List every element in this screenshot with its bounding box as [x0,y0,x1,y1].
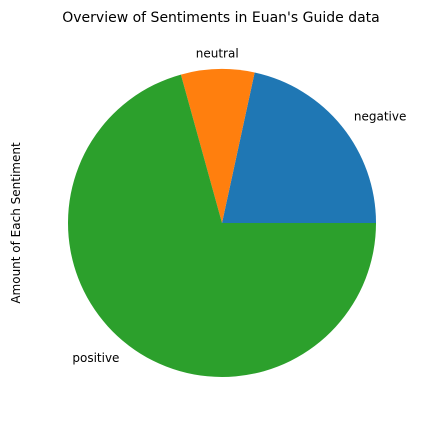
pie-slice-negative [222,72,376,224]
slice-label-positive: positive [72,351,119,365]
pie-slices [67,69,377,378]
chart-title: Overview of Sentiments in Euan's Guide d… [62,10,380,26]
slice-label-negative: negative [354,110,406,124]
pie-slice-neutral [180,69,255,223]
pie-slice-labels: negative neutral positive [72,47,406,365]
pie-slice-positive [67,74,377,378]
y-axis-label: Amount of Each Sentiment [9,142,23,304]
slice-label-neutral: neutral [196,47,239,61]
